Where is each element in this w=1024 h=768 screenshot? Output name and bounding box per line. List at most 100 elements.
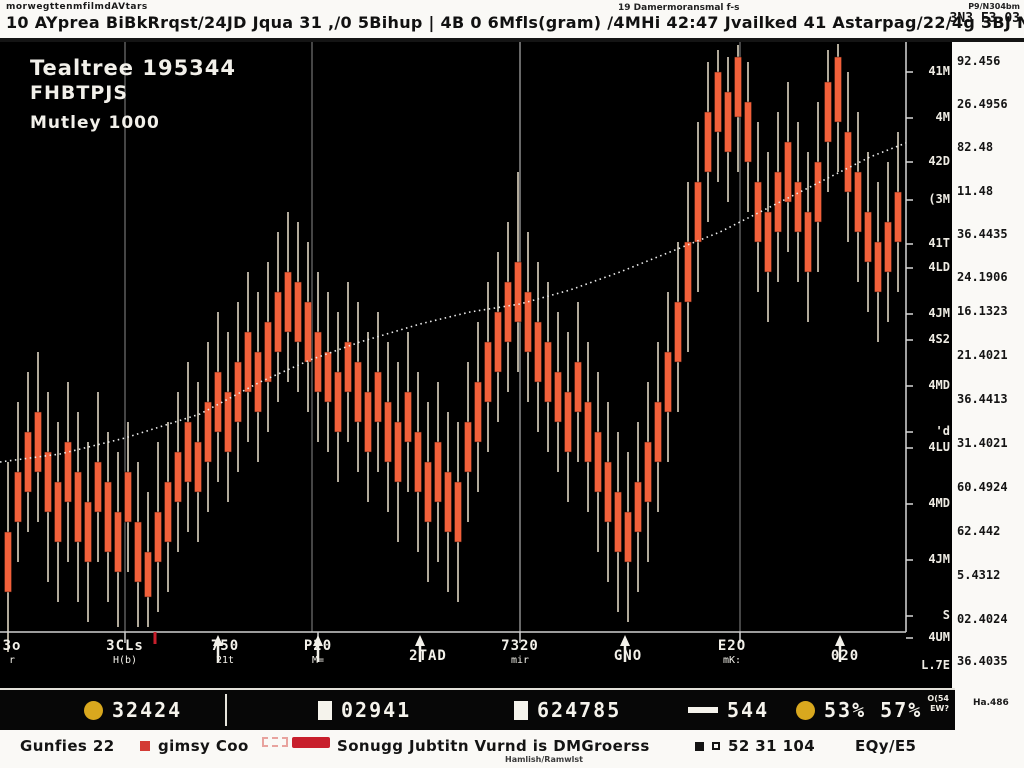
- candle-body: [194, 441, 202, 493]
- inner-price-label: (3M: [928, 192, 950, 206]
- legend-item[interactable]: 52 31 104: [695, 737, 815, 755]
- candle-body: [254, 351, 262, 413]
- price-label: 21.4021: [957, 348, 1008, 362]
- price-label: 26.4956: [957, 97, 1008, 111]
- status-item: 02941: [318, 690, 411, 730]
- candle-body: [794, 181, 802, 233]
- legend-item[interactable]: [292, 737, 330, 748]
- candle-body: [114, 511, 122, 573]
- candle-body: [44, 451, 52, 513]
- legend-item[interactable]: [262, 737, 288, 747]
- x-axis-label-main: GNO: [613, 648, 643, 664]
- candle-body: [404, 391, 412, 443]
- candlestick-chart[interactable]: [0, 42, 952, 688]
- x-axis-label-main: E2O: [717, 638, 747, 654]
- price-label: 92.456: [957, 54, 1001, 68]
- legend-item[interactable]: Gunfies 22: [20, 737, 115, 755]
- status-item: 53% 57%: [796, 690, 922, 730]
- x-axis-label-main: 020: [830, 648, 860, 664]
- candle-body: [434, 441, 442, 503]
- candle-body: [174, 451, 182, 503]
- red-bar-icon: [292, 737, 330, 748]
- header-small-right-text: 19 Damermoransmal f-s: [618, 3, 740, 13]
- candle-body: [514, 261, 522, 323]
- candle-body: [24, 431, 32, 493]
- candle-body: [14, 471, 22, 523]
- price-label: 16.1323: [957, 304, 1008, 318]
- candle-body: [614, 491, 622, 553]
- header-tiny-text: morwegttenmfilmdAVtars: [6, 2, 148, 12]
- candle-body: [724, 91, 732, 153]
- candle-body: [784, 141, 792, 203]
- x-axis-label: E2O mK:: [718, 638, 746, 666]
- x-axis-label-sub: r: [8, 655, 16, 666]
- candle-body: [544, 341, 552, 403]
- candle-body: [854, 171, 862, 233]
- candle-body: [584, 401, 592, 463]
- header-corner-readout: P9/N304bm 3N3 F3.03: [950, 2, 1020, 26]
- corner-value: 3N3 F3.03: [949, 11, 1020, 26]
- candle-body: [144, 551, 152, 598]
- inner-price-label: 42D: [928, 154, 950, 168]
- candle-body: [704, 111, 712, 173]
- status-value: 02941: [341, 698, 412, 722]
- status-value: 53% 57%: [824, 698, 923, 722]
- chart-canvas-area[interactable]: Tealtree 195344 FHBTPJS Mutley 1000 41M 4…: [0, 42, 952, 688]
- inner-price-label: 4JM: [928, 306, 950, 320]
- status-value: 32424: [112, 698, 183, 722]
- candle-body: [444, 471, 452, 533]
- x-axis-label-sub: M=: [311, 655, 325, 666]
- candle-body: [134, 521, 142, 583]
- candle-body: [154, 511, 162, 563]
- x-axis-label: 750 21t: [211, 638, 239, 666]
- candle-body: [204, 401, 212, 463]
- candle-body: [814, 161, 822, 223]
- moving-average-line: [0, 142, 907, 463]
- inner-price-label: 4LU: [928, 440, 950, 454]
- legend-item[interactable]: EQy/E5: [855, 737, 916, 755]
- legend-label: 52 31 104: [728, 737, 816, 755]
- candle-body: [554, 371, 562, 423]
- inner-price-label: 4MD: [928, 378, 950, 392]
- candle-body: [534, 321, 542, 383]
- price-label: 36.4035: [957, 654, 1008, 668]
- price-label: 36.4435: [957, 227, 1008, 241]
- chart-legend: Gunfies 22 gimsy Coo Sonugg Jubtitn Vurnd …: [0, 730, 1024, 768]
- square-marker-icon: [318, 700, 332, 720]
- price-label: 02.4024: [957, 612, 1008, 626]
- status-item: 544: [688, 690, 769, 730]
- candle-body: [244, 331, 252, 393]
- status-item: 32424: [84, 690, 182, 730]
- x-axis-label-main: P20: [303, 638, 333, 654]
- candle-body: [834, 56, 842, 123]
- up-arrow-icon: [415, 635, 425, 662]
- x-axis-label-main: 3CLs: [106, 638, 144, 654]
- candle-body: [34, 411, 42, 473]
- inner-price-label: 4UM: [928, 630, 950, 644]
- x-axis-label-sub: 21t: [215, 655, 235, 666]
- candle-body: [334, 371, 342, 433]
- candle-body: [64, 441, 72, 503]
- candle-body: [224, 391, 232, 453]
- candle-body: [184, 421, 192, 483]
- candle-body: [54, 481, 62, 543]
- candle-body: [494, 311, 502, 373]
- price-scale-column[interactable]: 92.456 26.4956 82.48 11.48 36.4435 24.1906 16.…: [952, 42, 1024, 688]
- inner-price-label: 4LD: [928, 260, 950, 274]
- candle-body: [774, 171, 782, 233]
- candle-body: [104, 481, 112, 553]
- status-margin-text: Ha.486: [973, 698, 1009, 708]
- legend-item[interactable]: gimsy Coo: [140, 737, 249, 755]
- candle-body: [464, 421, 472, 473]
- status-divider: [225, 694, 227, 726]
- candle-body: [314, 331, 322, 393]
- legend-item[interactable]: Sonugg Jubtitn Vurnd is DMGroerss: [337, 737, 650, 755]
- dashed-box-icon: [262, 737, 288, 747]
- price-label: 60.4924: [957, 480, 1008, 494]
- up-arrow-icon: [835, 635, 845, 662]
- candle-body: [684, 241, 692, 303]
- candle-body: [364, 391, 372, 453]
- candle-body: [94, 461, 102, 513]
- inner-price-label: 4MD: [928, 496, 950, 510]
- candle-body: [564, 391, 572, 453]
